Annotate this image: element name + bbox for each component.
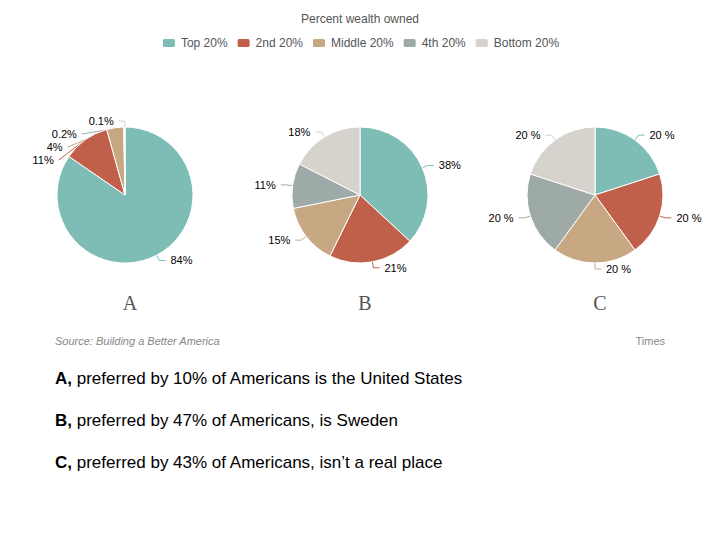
svg-text:2nd 20%: 2nd 20% xyxy=(256,36,304,50)
svg-text:A: A xyxy=(123,292,138,314)
svg-text:C,: C, xyxy=(55,453,72,472)
svg-text:A,: A, xyxy=(55,369,72,388)
svg-text:4%: 4% xyxy=(47,141,63,153)
svg-text:B,: B, xyxy=(55,411,72,430)
svg-text:preferred by 43% of Americans,: preferred by 43% of Americans, isn’t a r… xyxy=(72,453,442,472)
svg-text:21%: 21% xyxy=(384,262,406,274)
svg-text:Times: Times xyxy=(635,335,665,347)
svg-text:0.1%: 0.1% xyxy=(89,115,114,127)
svg-text:Percent wealth owned: Percent wealth owned xyxy=(301,12,419,26)
svg-text:18%: 18% xyxy=(288,126,310,138)
svg-text:Top 20%: Top 20% xyxy=(181,36,228,50)
svg-text:Middle 20%: Middle 20% xyxy=(331,36,394,50)
svg-text:20 %: 20 % xyxy=(489,212,514,224)
svg-text:20 %: 20 % xyxy=(515,129,540,141)
svg-text:11%: 11% xyxy=(33,154,54,166)
svg-text:20 %: 20 % xyxy=(676,212,701,224)
svg-text:4th 20%: 4th 20% xyxy=(422,36,466,50)
svg-text:15%: 15% xyxy=(268,234,290,246)
svg-text:20 %: 20 % xyxy=(649,129,674,141)
svg-text:20 %: 20 % xyxy=(606,263,631,275)
svg-text:preferred by 10% of Americans: preferred by 10% of Americans is the Uni… xyxy=(72,369,462,388)
svg-text:Source: Building a Better Amer: Source: Building a Better America xyxy=(55,335,220,347)
svg-text:84%: 84% xyxy=(170,254,192,266)
svg-text:preferred by 47% of Americans,: preferred by 47% of Americans, is Sweden xyxy=(72,411,398,430)
svg-text:Bottom 20%: Bottom 20% xyxy=(494,36,560,50)
svg-text:11%: 11% xyxy=(254,179,275,191)
svg-text:C: C xyxy=(593,292,606,314)
svg-text:38%: 38% xyxy=(439,159,461,171)
svg-text:B: B xyxy=(358,292,371,314)
svg-text:0.2%: 0.2% xyxy=(52,128,77,140)
